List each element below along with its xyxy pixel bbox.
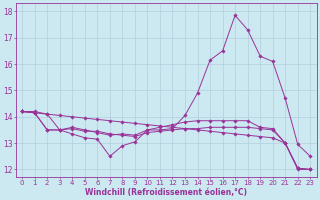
X-axis label: Windchill (Refroidissement éolien,°C): Windchill (Refroidissement éolien,°C) bbox=[85, 188, 247, 197]
